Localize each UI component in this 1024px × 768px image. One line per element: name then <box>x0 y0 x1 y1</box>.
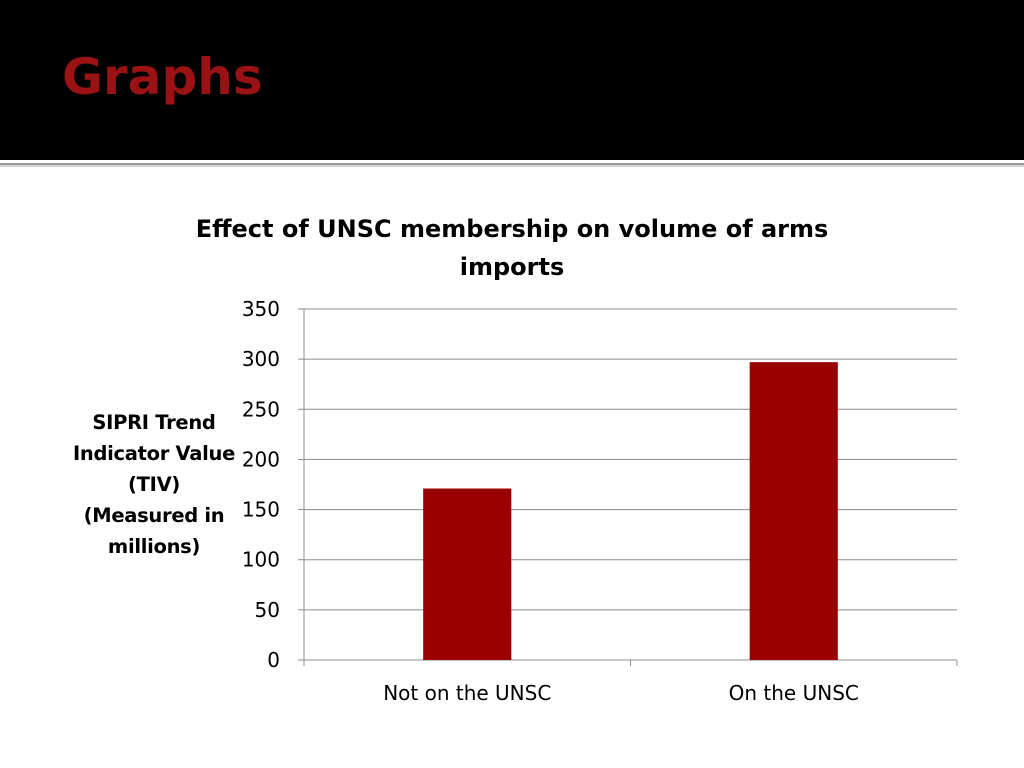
y-tick-label: 100 <box>242 548 280 572</box>
y-tick-label: 250 <box>242 397 280 421</box>
y-axis-label-line-3: (TIV) <box>128 473 180 496</box>
slide-title: Graphs <box>62 48 263 106</box>
x-category-label: On the UNSC <box>729 681 859 705</box>
bar-2 <box>749 362 838 660</box>
header-divider-gray <box>0 163 1024 165</box>
bars <box>423 362 838 660</box>
gridlines <box>304 308 957 611</box>
y-tick-labels: 0 50 100 150 200 250 300 350 <box>242 297 280 672</box>
header-divider-light <box>0 165 1024 167</box>
slide-header: Graphs <box>0 0 1024 160</box>
y-axis-label-line-1: SIPRI Trend <box>92 411 216 434</box>
y-axis-label-line-2: Indicator Value <box>72 442 236 465</box>
y-axis-label: SIPRI Trend Indicator Value (TIV) (Measu… <box>64 407 244 562</box>
y-tick-label: 200 <box>242 447 280 471</box>
y-tick-label: 150 <box>242 498 280 522</box>
axes <box>298 308 958 666</box>
y-tick-label: 0 <box>267 648 280 672</box>
y-tick-label: 350 <box>242 297 280 321</box>
y-tick-label: 300 <box>242 347 280 371</box>
x-category-labels: Not on the UNSC On the UNSC <box>383 681 859 705</box>
y-axis-label-line-4: (Measured in <box>83 504 225 527</box>
x-category-label: Not on the UNSC <box>383 681 551 705</box>
y-axis-label-line-5: millions) <box>107 535 201 558</box>
y-tick-label: 50 <box>255 598 280 622</box>
chart-title: Effect of UNSC membership on volume of a… <box>190 210 834 286</box>
chart-title-line-2: imports <box>459 253 565 281</box>
header-divider-white <box>0 160 1024 163</box>
bar-1 <box>423 488 512 660</box>
chart-title-line-1: Effect of UNSC membership on volume of a… <box>195 215 829 243</box>
